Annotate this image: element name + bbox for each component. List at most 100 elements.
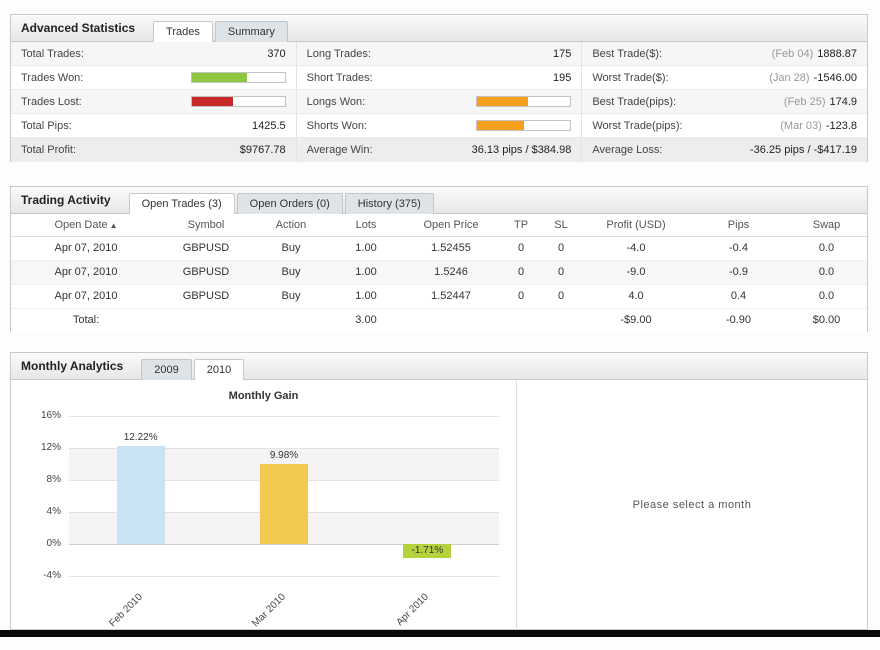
stat-value: 370 bbox=[267, 47, 286, 60]
cell-empty bbox=[401, 307, 501, 332]
cell-swap: 0.0 bbox=[786, 236, 867, 261]
cell-pips: -0.9 bbox=[691, 260, 786, 285]
advanced-statistics-panel: Advanced Statistics Trades Summary Total… bbox=[10, 14, 868, 162]
total-lots: 3.00 bbox=[331, 307, 401, 332]
advanced-statistics-header: Advanced Statistics Trades Summary bbox=[11, 15, 867, 42]
stat-value: (Mar 03) -123.8 bbox=[780, 119, 858, 132]
tab-history[interactable]: History (375) bbox=[344, 193, 434, 214]
column-header-action[interactable]: Action bbox=[251, 214, 331, 237]
stat-label: Worst Trade(pips): bbox=[592, 119, 683, 132]
total-swap: $0.00 bbox=[786, 307, 867, 332]
cell-lots: 1.00 bbox=[331, 236, 401, 261]
trade-row: Apr 07, 2010 GBPUSD Buy 1.00 1.5246 0 0 … bbox=[11, 260, 867, 285]
y-axis-label: 8% bbox=[46, 474, 61, 485]
cell-open-date: Apr 07, 2010 bbox=[11, 260, 161, 285]
y-axis-label: 0% bbox=[46, 538, 61, 549]
monthly-analytics-header: Monthly Analytics 2009 2010 bbox=[11, 353, 867, 380]
trade-row: Apr 07, 2010 GBPUSD Buy 1.00 1.52455 0 0… bbox=[11, 236, 867, 261]
column-header-swap[interactable]: Swap bbox=[786, 214, 867, 237]
y-axis-label: -4% bbox=[43, 570, 61, 581]
tab-summary[interactable]: Summary bbox=[214, 21, 288, 42]
chart-bar-mar-2010[interactable] bbox=[260, 464, 308, 544]
stat-date: (Mar 03) bbox=[780, 119, 822, 132]
tab-2010[interactable]: 2010 bbox=[193, 359, 245, 380]
stat-row-shorts-won: Shorts Won: bbox=[296, 114, 582, 138]
cell-tp: 0 bbox=[501, 260, 541, 285]
cell-sl: 0 bbox=[541, 260, 581, 285]
stat-row-total-pips: Total Pips: 1425.5 bbox=[11, 114, 296, 138]
stat-label: Best Trade($): bbox=[592, 47, 663, 60]
monthly-gain-chart: Monthly Gain 16% 12% 8% 4% 0% -4% 12.22% Feb 20… bbox=[11, 380, 516, 630]
stat-value: (Feb 25) 174.9 bbox=[783, 95, 858, 108]
stat-row-total-profit: Total Profit: $9767.78 bbox=[11, 138, 296, 162]
gridline bbox=[69, 576, 499, 577]
shorts-won-bar bbox=[476, 120, 572, 131]
stat-value: -36.25 pips / -$417.19 bbox=[749, 144, 858, 156]
stat-row-short-trades: Short Trades: 195 bbox=[296, 66, 582, 90]
bar-value-label: -1.71% bbox=[411, 545, 444, 556]
cell-open-date: Apr 07, 2010 bbox=[11, 284, 161, 309]
bar-value-label: 12.22% bbox=[123, 432, 158, 444]
cell-action: Buy bbox=[251, 260, 331, 285]
stat-row-best-trade-pips: Best Trade(pips): (Feb 25) 174.9 bbox=[582, 90, 868, 114]
stat-row-average-loss: Average Loss: -36.25 pips / -$417.19 bbox=[582, 138, 868, 162]
x-axis-label: Apr 2010 bbox=[394, 591, 432, 629]
cell-profit: -9.0 bbox=[581, 260, 691, 285]
cell-symbol: GBPUSD bbox=[161, 260, 251, 285]
column-header-profit[interactable]: Profit (USD) bbox=[581, 214, 691, 237]
stat-label: Short Trades: bbox=[306, 71, 373, 84]
column-header-lots[interactable]: Lots bbox=[331, 214, 401, 237]
stat-value: 36.13 pips / $384.98 bbox=[471, 144, 572, 156]
chart-bar-apr-2010[interactable] bbox=[403, 544, 452, 558]
stat-label: Shorts Won: bbox=[306, 119, 367, 132]
select-month-message: Please select a month bbox=[632, 499, 752, 511]
cell-pips: 0.4 bbox=[691, 284, 786, 309]
monthly-analytics-panel: Monthly Analytics 2009 2010 Monthly Gain… bbox=[10, 352, 868, 630]
monthly-analytics-tabs: 2009 2010 bbox=[141, 358, 245, 380]
stat-row-longs-won: Longs Won: bbox=[296, 90, 582, 114]
column-header-tp[interactable]: TP bbox=[501, 214, 541, 237]
stat-value: (Feb 04) 1888.87 bbox=[771, 47, 858, 60]
sort-asc-icon: ▲ bbox=[109, 220, 118, 230]
trading-activity-tabs: Open Trades (3) Open Orders (0) History … bbox=[128, 192, 434, 214]
trading-activity-panel: Trading Activity Open Trades (3) Open Or… bbox=[10, 186, 868, 332]
cell-action: Buy bbox=[251, 284, 331, 309]
y-axis-label: 12% bbox=[40, 442, 61, 453]
stat-date: (Jan 28) bbox=[769, 71, 810, 84]
stats-col-2: Long Trades: 175 Short Trades: 195 Longs… bbox=[295, 42, 582, 162]
total-label: Total: bbox=[11, 307, 161, 332]
cell-symbol: GBPUSD bbox=[161, 284, 251, 309]
stat-row-trades-won: Trades Won: bbox=[11, 66, 296, 90]
stat-value: 175 bbox=[552, 47, 572, 60]
column-header-symbol[interactable]: Symbol bbox=[161, 214, 251, 237]
open-trades-table: Open Date ▲ Symbol Action Lots Open Price… bbox=[11, 214, 867, 332]
column-header-open-price[interactable]: Open Price bbox=[401, 214, 501, 237]
x-axis-label: Feb 2010 bbox=[106, 591, 145, 630]
stats-col-1: Total Trades: 370 Trades Won: Trades Los… bbox=[11, 42, 296, 162]
column-header-pips[interactable]: Pips bbox=[691, 214, 786, 237]
stat-label: Long Trades: bbox=[306, 47, 371, 60]
bottom-bar bbox=[0, 630, 880, 637]
cell-empty bbox=[501, 307, 541, 332]
chart-bar-feb-2010[interactable] bbox=[116, 446, 165, 544]
cell-tp: 0 bbox=[501, 284, 541, 309]
table-header-row: Open Date ▲ Symbol Action Lots Open Price… bbox=[11, 214, 867, 237]
tab-trades[interactable]: Trades bbox=[153, 21, 213, 42]
cell-swap: 0.0 bbox=[786, 284, 867, 309]
cell-empty bbox=[161, 307, 251, 332]
tab-open-orders[interactable]: Open Orders (0) bbox=[236, 193, 343, 214]
stat-row-long-trades: Long Trades: 175 bbox=[296, 42, 582, 66]
stats-col-3: Best Trade($): (Feb 04) 1888.87 Worst Tra… bbox=[581, 42, 868, 162]
gridline bbox=[69, 544, 499, 545]
chart-title: Monthly Gain bbox=[228, 390, 299, 402]
stat-row-total-trades: Total Trades: 370 bbox=[11, 42, 296, 66]
stat-value: 195 bbox=[552, 71, 572, 84]
column-header-open-date[interactable]: Open Date ▲ bbox=[11, 214, 161, 237]
column-header-sl[interactable]: SL bbox=[541, 214, 581, 237]
stat-date: (Feb 04) bbox=[771, 47, 814, 60]
cell-sl: 0 bbox=[541, 284, 581, 309]
tab-2009[interactable]: 2009 bbox=[141, 359, 192, 380]
trades-won-bar bbox=[190, 72, 286, 83]
tab-open-trades[interactable]: Open Trades (3) bbox=[128, 193, 235, 214]
stat-date: (Feb 25) bbox=[783, 95, 826, 108]
